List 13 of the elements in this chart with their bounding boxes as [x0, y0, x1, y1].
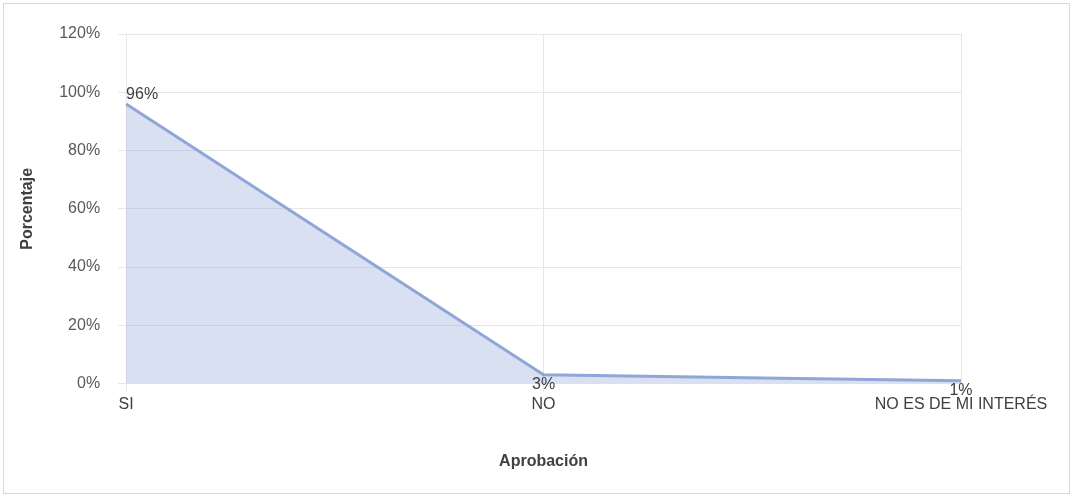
data-label: 3%: [532, 375, 556, 393]
y-tick-label: 100%: [59, 82, 101, 100]
data-label: 96%: [126, 85, 159, 103]
x-tick-label: NO: [531, 394, 556, 412]
y-tick-label: 20%: [68, 315, 101, 333]
y-tick-label: 0%: [77, 374, 101, 392]
y-tick-label: 80%: [68, 140, 101, 158]
y-tick-label: 40%: [68, 257, 101, 275]
y-tick-label: 120%: [59, 24, 101, 42]
x-axis-title: Aprobación: [499, 451, 589, 469]
y-tick-label: 60%: [68, 199, 101, 217]
x-tick-label: SI: [118, 394, 134, 412]
y-axis-title: Porcentaje: [18, 167, 36, 250]
